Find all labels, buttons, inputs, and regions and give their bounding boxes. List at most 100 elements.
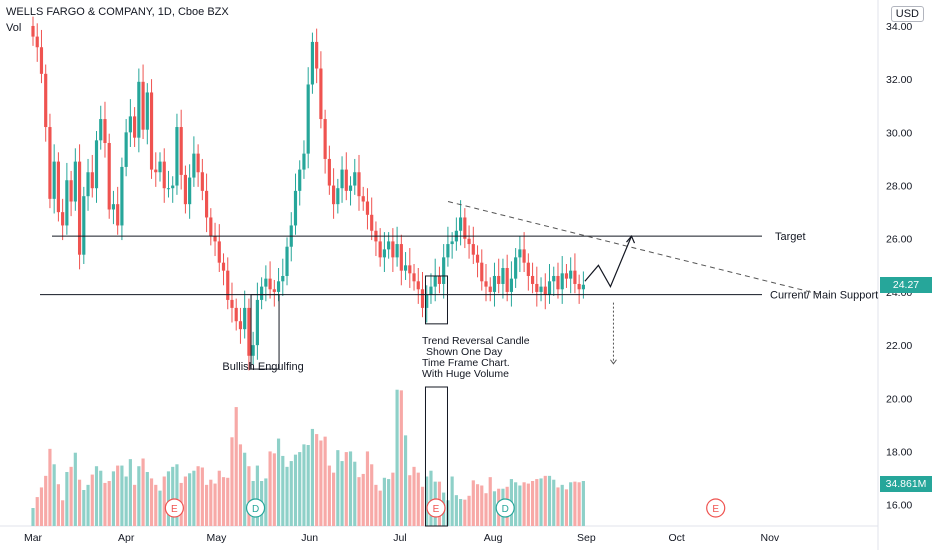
- volume-bar: [539, 478, 543, 526]
- volume-bar: [374, 484, 378, 526]
- candle-body: [251, 345, 255, 356]
- candle-body: [416, 281, 420, 290]
- volume-bar: [234, 407, 238, 526]
- volume-bar: [293, 454, 298, 526]
- dividend-marker[interactable]: [495, 498, 515, 518]
- candle-body: [302, 153, 306, 170]
- y-tick-label: 28.00: [886, 181, 912, 193]
- volume-bar: [560, 484, 564, 526]
- volume-bar: [285, 466, 289, 526]
- currency-button[interactable]: USD: [890, 6, 924, 22]
- dividend-marker[interactable]: [245, 498, 266, 518]
- volume-bar: [192, 470, 196, 526]
- volume-bar: [200, 467, 204, 526]
- candle-body: [370, 214, 374, 231]
- earnings-marker[interactable]: [426, 498, 446, 518]
- candle-body: [361, 196, 365, 202]
- y-tick-label: 34.00: [886, 21, 912, 33]
- volume-bar: [450, 476, 454, 526]
- candle-body: [145, 92, 149, 130]
- volume-bar: [82, 490, 86, 526]
- candle-body: [230, 299, 234, 308]
- volume-bar: [44, 475, 48, 526]
- volume-bar: [133, 484, 137, 526]
- candle-body: [221, 262, 226, 271]
- volume-bar: [90, 474, 94, 526]
- volume-bar: [459, 499, 463, 526]
- volume-bar: [48, 448, 52, 526]
- volume-bar: [158, 490, 162, 526]
- candle-body: [183, 174, 188, 205]
- chart-header: WELLS FARGO & COMPANY, 1D, Cboe BZX Vol: [6, 6, 229, 34]
- candle-body: [530, 275, 535, 284]
- volume-bar: [298, 452, 302, 526]
- candle-body: [204, 190, 209, 218]
- candle-body: [340, 169, 344, 189]
- candle-body: [306, 84, 310, 154]
- volume-bar: [171, 466, 175, 526]
- x-tick-label: Aug: [484, 532, 503, 544]
- volume-bar: [387, 479, 391, 526]
- earnings-marker[interactable]: [164, 498, 184, 518]
- candle-body: [488, 286, 492, 292]
- volume-bar: [306, 445, 310, 526]
- volume-bar: [408, 475, 412, 526]
- volume-indicator-label[interactable]: Vol: [6, 22, 22, 34]
- volume-bar: [183, 476, 188, 526]
- candle-body: [403, 265, 408, 271]
- candle-body: [158, 161, 162, 173]
- projected-path: [584, 235, 633, 288]
- volume-bar: [255, 465, 259, 526]
- candle-body: [298, 169, 302, 191]
- y-tick-label: 26.00: [886, 234, 912, 246]
- engulfing-box: [250, 294, 280, 370]
- candle-body: [61, 212, 65, 226]
- volume-bar: [526, 483, 530, 526]
- volume-bar: [264, 478, 268, 526]
- volume-bar: [323, 436, 327, 526]
- candle-body: [39, 47, 44, 74]
- candle-body: [505, 268, 509, 292]
- volume-bar: [530, 481, 535, 526]
- candle-body: [391, 241, 395, 258]
- candle-body: [128, 116, 132, 133]
- x-tick-label: Apr: [118, 532, 135, 544]
- volume-bar: [276, 438, 281, 526]
- candle-body: [412, 273, 416, 282]
- candle-body: [77, 161, 82, 255]
- candle-body: [475, 254, 480, 263]
- candle-body: [332, 185, 336, 205]
- volume-bar: [230, 437, 234, 526]
- candle-body: [433, 275, 437, 287]
- candle-body: [171, 185, 175, 189]
- x-tick-label: Sep: [577, 532, 596, 544]
- candle-body: [35, 36, 39, 48]
- y-tick-label: 16.00: [886, 500, 912, 512]
- engulfing-label: Bullish Engulfing: [222, 361, 303, 373]
- candle-body: [188, 177, 192, 205]
- earnings-marker[interactable]: [706, 498, 726, 518]
- candle-body: [471, 244, 475, 255]
- y-tick-label: 32.00: [886, 74, 912, 86]
- candle-body: [344, 169, 348, 191]
- candle-body: [353, 172, 357, 186]
- candle-body: [124, 132, 128, 167]
- volume-bar: [412, 466, 416, 526]
- candle-body: [238, 321, 243, 330]
- candle-body: [137, 81, 141, 138]
- volume-bar: [111, 471, 116, 526]
- volume-bar: [196, 466, 200, 526]
- reversal-label-line: Time Frame Chart.: [422, 357, 510, 369]
- volume-bar: [103, 482, 107, 526]
- volume-bar: [145, 472, 149, 526]
- volume-bar: [357, 477, 361, 526]
- volume-bar: [488, 477, 492, 526]
- volume-bar: [370, 464, 374, 526]
- volume-bar: [480, 485, 484, 526]
- volume-bar: [268, 451, 272, 526]
- y-tick-label: 30.00: [886, 127, 912, 139]
- volume-bar: [162, 476, 166, 526]
- candle-body: [399, 244, 403, 271]
- volume-bar: [420, 486, 425, 526]
